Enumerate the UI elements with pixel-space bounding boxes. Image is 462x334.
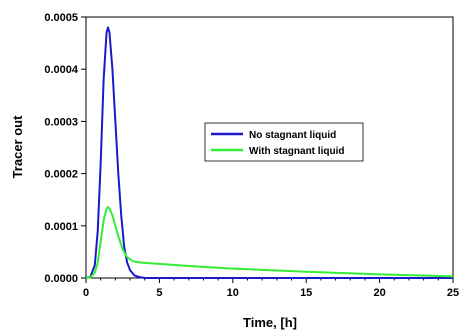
y-tick-label: 0.0002 [44, 169, 78, 181]
x-tick-label: 10 [227, 287, 239, 299]
legend: No stagnant liquid With stagnant liquid [204, 122, 364, 162]
y-tick-label: 0.0003 [44, 116, 78, 128]
x-axis-title: Time, [h] [243, 315, 297, 330]
series-line-with-stagnant [85, 206, 454, 279]
legend-label-with-stagnant: With stagnant liquid [249, 146, 344, 157]
x-tick-label: 15 [300, 287, 312, 299]
x-axis: 0 5 10 15 20 25 [83, 278, 459, 299]
legend-box [204, 122, 364, 162]
y-tick-label: 0.0004 [44, 64, 79, 76]
x-tick-label: 20 [373, 287, 385, 299]
y-tick-label: 0.0001 [44, 221, 78, 233]
x-tick-label: 25 [447, 287, 459, 299]
legend-label-no-stagnant: No stagnant liquid [249, 130, 336, 141]
y-tick-label: 0.0005 [44, 12, 78, 24]
x-tick-label: 0 [83, 287, 89, 299]
y-axis: 0.0000 0.0001 0.0002 0.0003 0.0004 0.0005 [44, 12, 86, 285]
y-tick-label: 0.0000 [44, 273, 78, 285]
y-axis-title: Tracer out [10, 115, 25, 179]
series-layer [85, 26, 454, 279]
x-tick-label: 5 [156, 287, 162, 299]
series-line-no-stagnant [85, 26, 453, 279]
